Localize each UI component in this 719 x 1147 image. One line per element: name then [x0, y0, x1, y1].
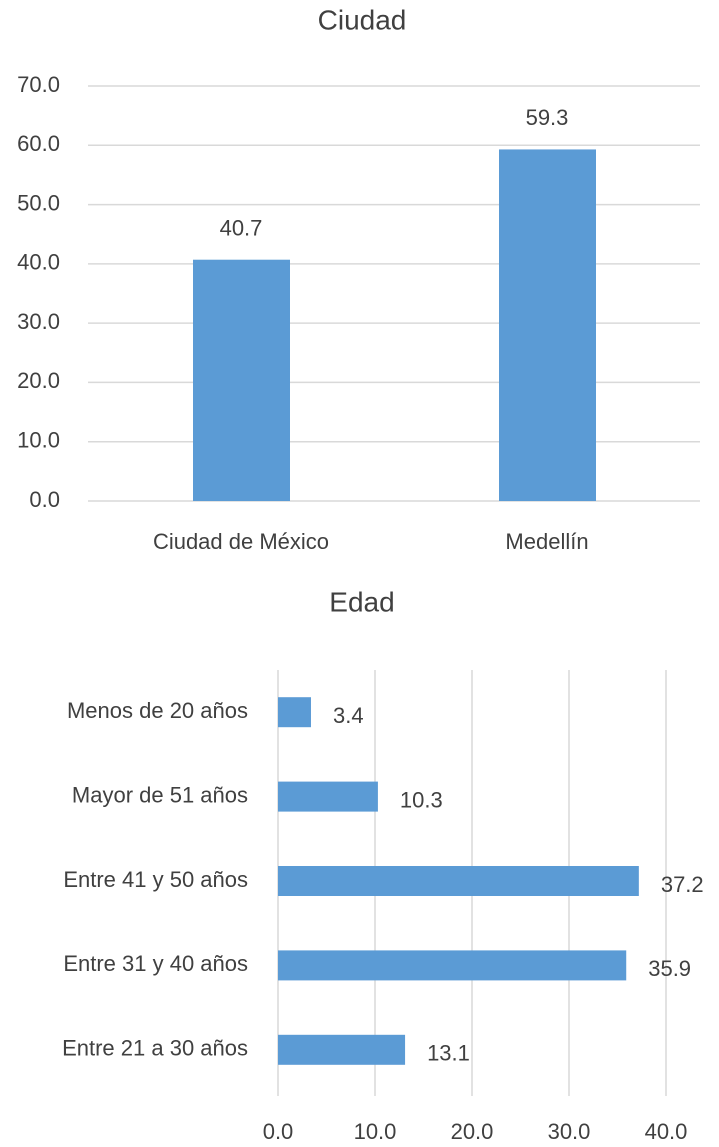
x-tick-label: 40.0	[645, 1119, 688, 1144]
bar	[278, 1034, 406, 1065]
bar	[499, 149, 596, 501]
data-label: 37.2	[661, 872, 704, 897]
x-tick-label: Medellín	[505, 529, 588, 554]
y-tick-label: 30.0	[17, 309, 60, 334]
y-tick-label: Mayor de 51 años	[72, 782, 248, 807]
bar	[278, 781, 378, 812]
data-label: 35.9	[648, 956, 691, 981]
data-label: 13.1	[427, 1041, 470, 1066]
y-tick-label: 20.0	[17, 368, 60, 393]
y-tick-label: Entre 21 a 30 años	[62, 1036, 248, 1061]
data-label: 3.4	[333, 703, 364, 728]
bar	[278, 866, 639, 896]
x-tick-label: Ciudad de México	[153, 529, 329, 554]
bar	[278, 950, 627, 981]
y-tick-label: 10.0	[17, 428, 60, 453]
bar	[278, 697, 311, 728]
y-tick-label: Menos de 20 años	[67, 698, 248, 723]
x-tick-label: 0.0	[263, 1119, 294, 1144]
y-tick-label: 40.0	[17, 250, 60, 275]
data-label: 59.3	[526, 105, 569, 130]
y-tick-label: Entre 41 y 50 años	[63, 867, 248, 892]
chart-title: Ciudad	[318, 4, 407, 35]
x-tick-label: 30.0	[548, 1119, 591, 1144]
data-label: 10.3	[400, 787, 443, 812]
chart-title: Edad	[329, 586, 394, 617]
bar	[193, 259, 290, 501]
y-tick-label: Entre 31 y 40 años	[63, 951, 248, 976]
x-tick-label: 10.0	[354, 1119, 397, 1144]
y-tick-label: 60.0	[17, 131, 60, 156]
y-tick-label: 0.0	[29, 487, 60, 512]
data-label: 40.7	[220, 216, 263, 241]
x-tick-label: 20.0	[451, 1119, 494, 1144]
y-tick-label: 50.0	[17, 190, 60, 215]
y-tick-label: 70.0	[17, 72, 60, 97]
